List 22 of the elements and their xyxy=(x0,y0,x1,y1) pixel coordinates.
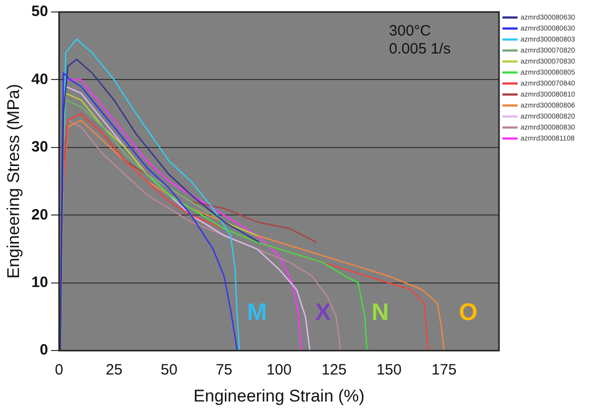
x-tick-label: 0 xyxy=(54,362,64,379)
x-tick-label: 150 xyxy=(376,362,402,379)
x-tick-label: 50 xyxy=(160,362,178,379)
x-tick-label: 75 xyxy=(216,362,232,379)
x-tick-label: 175 xyxy=(432,362,457,379)
annotation: O xyxy=(458,299,478,326)
x-axis-title: Engineering Strain (%) xyxy=(194,386,365,406)
y-tick-label: 0 xyxy=(40,342,48,359)
y-axis-title: Engineering Stress (MPa) xyxy=(4,84,23,279)
y-tick-label: 10 xyxy=(31,274,48,292)
annotation: N xyxy=(372,299,389,326)
y-tick-label: 20 xyxy=(31,206,48,224)
x-tick-label: 125 xyxy=(322,362,347,379)
x-tick-label: 25 xyxy=(106,362,122,379)
y-tick-label: 30 xyxy=(31,138,48,156)
annotation: M xyxy=(247,299,268,326)
annotation: 0.005 1/s xyxy=(389,40,451,58)
annotation: 300°C xyxy=(389,22,432,40)
x-tick-label: 100 xyxy=(266,362,292,379)
y-tick-label: 40 xyxy=(31,70,48,88)
annotation: X xyxy=(315,299,332,326)
y-tick-label: 50 xyxy=(31,3,48,20)
